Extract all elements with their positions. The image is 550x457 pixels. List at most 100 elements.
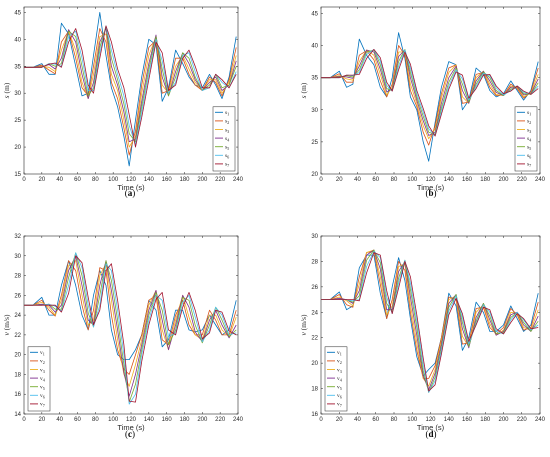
series-line-s4 <box>24 28 237 143</box>
legend-entry: s2 <box>527 119 531 126</box>
x-tick-label: 100 <box>108 177 119 183</box>
legend-entry: v2 <box>40 359 45 366</box>
y-tick-label: 24 <box>311 310 318 316</box>
x-tick-label: 140 <box>444 417 455 423</box>
y-tick-label: 20 <box>14 353 21 359</box>
legend-entry: s3 <box>527 127 531 134</box>
y-tick-label: 40 <box>14 37 21 43</box>
legend-box <box>324 346 348 412</box>
y-tick-label: 45 <box>14 10 21 16</box>
legend-entry: s4 <box>225 136 230 143</box>
x-tick-label: 240 <box>233 177 244 183</box>
legend-entry: s1 <box>225 110 229 117</box>
y-tick-label: 16 <box>14 392 21 398</box>
x-tick-label: 80 <box>391 177 398 183</box>
y-tick-label: 20 <box>14 145 21 151</box>
y-tick-label: 24 <box>14 313 21 319</box>
series-line-v6 <box>24 252 237 405</box>
x-tick-label: 0 <box>319 417 323 423</box>
legend-entry: v5 <box>40 385 45 392</box>
x-axis-label: Time (s) <box>417 183 445 192</box>
y-tick-label: 30 <box>311 234 318 240</box>
legend-entry: s7 <box>225 162 229 169</box>
x-tick-label: 200 <box>498 177 509 183</box>
legend-entry: v2 <box>337 359 342 366</box>
series-line-v1 <box>321 254 539 377</box>
x-axis-label: Time (s) <box>117 423 145 432</box>
y-tick-label: 45 <box>311 11 318 17</box>
series-line-s4 <box>321 49 539 136</box>
y-axis-label: v (m/s) <box>2 314 11 336</box>
series-line-s3 <box>321 49 539 140</box>
x-tick-label: 140 <box>444 177 455 183</box>
legend-entry: s5 <box>527 145 531 152</box>
legend-box <box>212 106 236 172</box>
legend-entry: s3 <box>225 127 229 134</box>
legend-entry: s5 <box>225 145 229 152</box>
series-line-s5 <box>24 25 237 143</box>
y-tick-label: 26 <box>311 285 318 291</box>
x-tick-label: 200 <box>197 177 208 183</box>
y-tick-label: 35 <box>14 64 21 70</box>
x-tick-label: 40 <box>354 177 361 183</box>
legend-entry: s4 <box>527 136 532 143</box>
panel-label: (d) <box>425 429 436 439</box>
series-line-s7 <box>24 25 237 148</box>
x-tick-label: 60 <box>74 417 81 423</box>
legend-entry: s1 <box>527 110 531 117</box>
chart-panel-d: 0 20 40 60 80 100 120 140 160 180 200 220 240 16 18 20 2… <box>299 234 546 439</box>
chart-panel-c: 0 20 40 60 80 100 120 140 160 180 200 220 240 14 16 18 2… <box>2 234 244 439</box>
y-tick-label: 22 <box>311 336 318 342</box>
chart-panel-b: 0 20 40 60 80 100 120 140 160 180 200 220 2402025303… <box>299 6 546 198</box>
x-tick-label: 0 <box>22 417 26 423</box>
chart-panel-a: 0 20 40 60 80 100 120 140 160 180 200 220 240 15 20 25 3… <box>2 6 244 198</box>
y-tick-label: 30 <box>311 108 318 114</box>
legend-entry: v3 <box>40 367 45 374</box>
x-tick-label: 220 <box>517 177 528 183</box>
x-tick-label: 200 <box>498 417 509 423</box>
x-tick-label: 180 <box>179 177 190 183</box>
x-tick-label: 240 <box>233 417 244 423</box>
x-tick-label: 100 <box>407 177 418 183</box>
y-axis-label: s (m) <box>299 82 308 98</box>
legend-entry: v7 <box>40 402 45 409</box>
x-tick-label: 120 <box>126 177 137 183</box>
y-tick-label: 25 <box>311 140 318 146</box>
x-tick-label: 40 <box>56 417 63 423</box>
y-tick-label: 32 <box>14 234 21 240</box>
x-tick-label: 200 <box>197 417 208 423</box>
y-tick-label: 18 <box>14 372 21 378</box>
legend-entry: v3 <box>337 367 342 374</box>
y-tick-label: 18 <box>311 387 318 393</box>
series-line-s3 <box>24 30 237 148</box>
x-tick-label: 220 <box>517 417 528 423</box>
panel-label: (a) <box>125 188 136 198</box>
legend-entry: v4 <box>337 376 343 383</box>
series-line-v7 <box>24 255 237 403</box>
legend-entry: v4 <box>40 376 46 383</box>
x-tick-label: 160 <box>162 177 173 183</box>
y-tick-label: 15 <box>14 172 21 178</box>
x-tick-label: 20 <box>38 177 45 183</box>
panel-label: (c) <box>125 429 135 439</box>
x-tick-label: 80 <box>391 417 398 423</box>
legend-entry: s6 <box>225 153 229 160</box>
x-tick-label: 40 <box>354 417 361 423</box>
x-axis-label: Time (s) <box>117 183 145 192</box>
x-tick-label: 80 <box>92 177 99 183</box>
legend-entry: s7 <box>527 162 531 169</box>
x-tick-label: 100 <box>108 417 119 423</box>
x-tick-label: 20 <box>38 417 45 423</box>
x-tick-label: 220 <box>215 177 226 183</box>
y-tick-label: 30 <box>14 91 21 97</box>
x-tick-label: 20 <box>336 417 343 423</box>
x-tick-label: 0 <box>22 177 26 183</box>
x-tick-label: 160 <box>162 417 173 423</box>
x-tick-label: 120 <box>425 417 436 423</box>
y-tick-label: 16 <box>311 412 318 418</box>
panel-label: (b) <box>425 188 436 198</box>
